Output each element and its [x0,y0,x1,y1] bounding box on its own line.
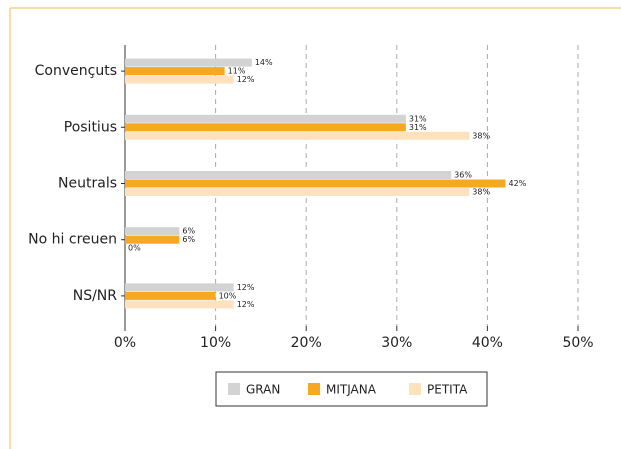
y-tick-label: No hi creuen [28,232,117,248]
bar [125,283,234,292]
bar [125,67,225,76]
x-tick-label: 20% [291,335,322,351]
value-label: 6% [182,227,195,236]
legend-box [215,371,488,407]
value-label: 10% [219,291,237,300]
x-tick-label: 40% [472,335,503,351]
y-tick-label: NS/NR [73,288,118,304]
value-label: 42% [509,179,527,188]
value-label: 38% [472,188,490,197]
bar [125,235,180,244]
bar [125,179,506,188]
bar [125,291,216,300]
bar [125,188,470,196]
x-tick-label: 50% [562,335,593,351]
legend-swatch [308,383,320,395]
value-label: 31% [409,114,427,123]
bar [125,131,470,140]
legend-label: PETITA [427,383,468,397]
x-tick-label: 30% [381,335,412,351]
bar [125,75,234,84]
value-label: 36% [454,171,472,180]
value-label: 0% [128,244,141,253]
legend-swatch [228,383,240,395]
value-label: 12% [237,300,255,309]
bar [125,58,252,67]
bar [125,171,452,179]
value-label: 14% [255,58,273,67]
bar [125,300,234,309]
value-label: 12% [237,283,255,292]
value-label: 38% [472,131,490,140]
value-label: 12% [237,75,255,84]
x-tick-label: 10% [200,335,231,351]
y-tick-label: Convençuts [35,63,117,79]
bar [125,114,406,123]
value-label: 31% [409,123,427,132]
bar [125,123,406,132]
legend-swatch [409,383,421,395]
x-tick-label: 0% [114,335,136,351]
legend-label: GRAN [246,383,280,397]
value-label: 11% [228,67,246,76]
y-tick-label: Neutrals [58,176,117,192]
y-tick-label: Positius [64,119,117,135]
legend-label: MITJANA [326,383,377,397]
value-label: 6% [182,235,195,244]
bar [125,227,180,236]
